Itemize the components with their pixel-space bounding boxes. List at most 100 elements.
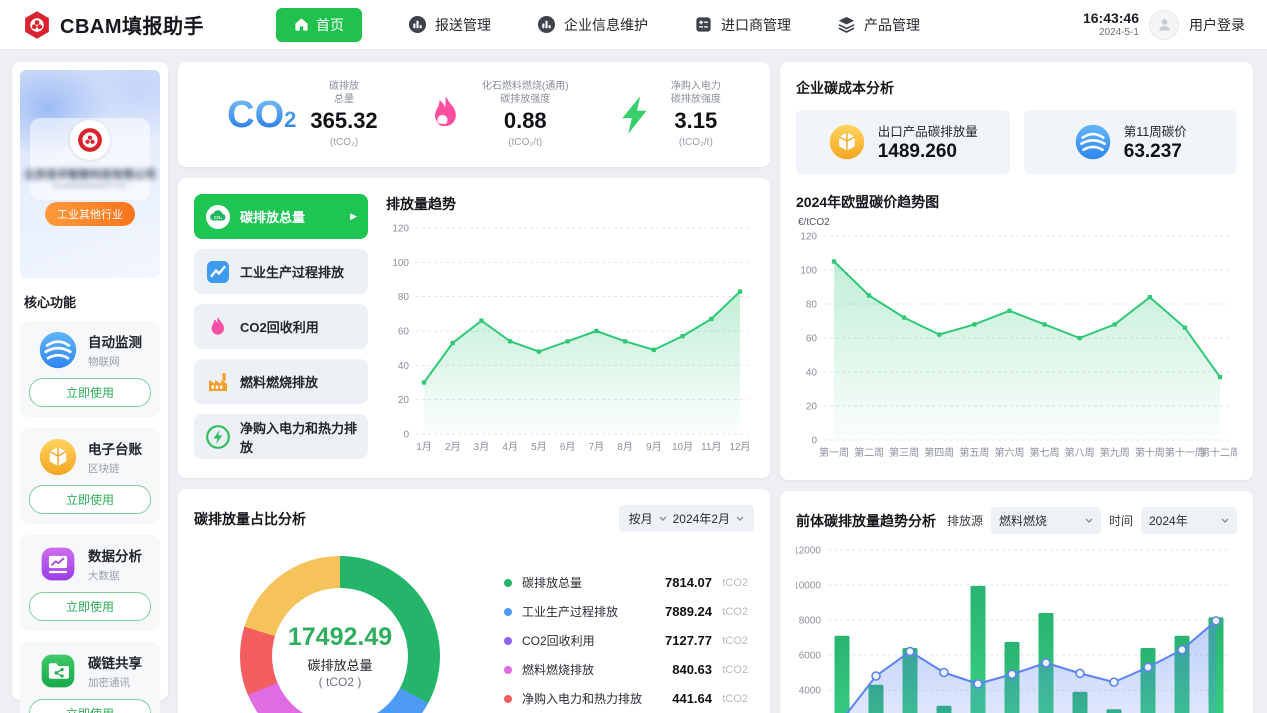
company-code-blurred: 911400000000000713C <box>52 183 128 190</box>
legend-label: 燃料燃烧排放 <box>522 663 595 677</box>
svg-text:60: 60 <box>806 334 818 345</box>
bolt-icon <box>615 94 657 136</box>
svg-text:5月: 5月 <box>531 441 547 453</box>
svg-text:第九周: 第九周 <box>1100 446 1130 459</box>
source-label: 排放源 <box>946 514 983 528</box>
feature-subtitle: 大数据 <box>88 570 120 582</box>
legend-row: 工业生产过程排放 7889.24 tCO2 <box>504 597 748 626</box>
precursor-chart-svg: 020004000600080001000012000 <box>796 546 1230 713</box>
co2-text-icon: CO2 <box>227 93 297 136</box>
user-avatar[interactable] <box>1149 9 1179 40</box>
cost-label: 出口产品碳排放量 <box>877 125 978 139</box>
bolt-ring-icon <box>205 424 231 450</box>
svg-text:2月: 2月 <box>445 441 461 453</box>
login-link[interactable]: 用户登录 <box>1189 16 1245 33</box>
tab-co2-recovery[interactable]: CO2回收利用 <box>194 304 368 349</box>
svg-text:0: 0 <box>811 436 817 447</box>
legend-value: 840.63 <box>672 662 712 677</box>
feature-subtitle: 加密通讯 <box>88 677 130 689</box>
cost-box-export-emissions: 出口产品碳排放量 1489.260 <box>796 110 1010 174</box>
nav-item-company-info[interactable]: 企业信息维护 <box>537 15 648 35</box>
legend-row: 燃料燃烧排放 840.63 tCO2 <box>504 655 748 684</box>
use-now-button[interactable]: 立即使用 <box>29 699 151 713</box>
eu-price-chart-svg: 020406080100120第一周 第二周 第三周 第四周 第五周 第六周 第七周 第八周第… <box>800 232 1237 460</box>
cost-label: 第11周碳价 <box>1123 125 1187 139</box>
svg-text:第十周: 第十周 <box>1135 446 1165 459</box>
feature-card-sharing: 碳链共享 加密通讯 立即使用 <box>20 642 160 713</box>
nav-item-submission[interactable]: 报送管理 <box>408 15 491 35</box>
tab-total-emissions[interactable]: CO₂ 碳排放总量 ▶ <box>194 194 368 239</box>
flame-icon <box>424 93 468 137</box>
layers-icon <box>837 15 856 34</box>
clock: 16:43:46 2024-5-1 <box>1083 10 1139 40</box>
svg-text:100: 100 <box>800 266 817 277</box>
legend-value: 7889.24 <box>665 604 712 619</box>
feature-card-analytics: 数据分析 大数据 立即使用 <box>20 535 160 631</box>
legend-label: 净购入电力和热力排放 <box>522 692 643 706</box>
svg-text:0: 0 <box>403 430 409 441</box>
time-select[interactable]: 2024年 <box>1141 507 1237 534</box>
emission-share-panel: 碳排放量占比分析 按月 2024年2月 17492.49 碳排放总量 ( tCO… <box>178 489 770 713</box>
legend-label: CO2回收利用 <box>522 634 595 648</box>
svg-text:120: 120 <box>392 224 409 235</box>
feature-title: 电子台账 <box>88 442 142 457</box>
panel-title: 企业碳成本分析 <box>796 80 894 96</box>
nav-item-label: 报送管理 <box>435 16 491 33</box>
legend-label: 工业生产过程排放 <box>522 605 619 619</box>
filter-period[interactable]: 2024年2月 <box>672 512 730 526</box>
industry-tag: 工业其他行业 <box>45 202 135 226</box>
kpi-fuel-intensity: 化石燃料燃烧(通用) 碳排放强度 0.88 (tCO₂/t) <box>424 80 569 150</box>
feature-card-ledger: 电子台账 区块链 立即使用 <box>20 428 160 524</box>
tab-industrial-process[interactable]: 工业生产过程排放 <box>194 249 368 294</box>
svg-text:CO₂: CO₂ <box>214 215 222 220</box>
period-filter[interactable]: 按月 2024年2月 <box>618 505 754 532</box>
svg-text:第六周: 第六周 <box>994 446 1024 459</box>
feature-card-monitoring: 自动监测 物联网 立即使用 <box>20 321 160 417</box>
tab-label: 工业生产过程排放 <box>240 265 345 280</box>
legend-row: 碳排放总量 7814.07 tCO2 <box>504 568 748 597</box>
feature-title: 碳链共享 <box>88 656 142 671</box>
center-column: CO2 碳排放 总量 365.32 (tCO₂) 化石燃料燃烧(通用) 碳排放强度 … <box>178 62 770 713</box>
bar-chart-circle-icon <box>537 15 556 34</box>
time-value: 2024年 <box>1149 514 1188 528</box>
legend-unit: tCO2 <box>722 634 748 647</box>
svg-text:第一周: 第一周 <box>819 446 849 459</box>
legend-unit: tCO2 <box>722 663 748 676</box>
emissions-trend-svg: 0 20 40 60 80 100 120 1月 2月 3月 4月 5月 6月 7月 8月 9月 10月 11月 1… <box>392 224 750 454</box>
legend-label: 碳排放总量 <box>522 576 583 590</box>
cost-value: 63.237 <box>1123 141 1182 162</box>
nav-item-label: 首页 <box>316 16 344 33</box>
svg-text:100: 100 <box>392 258 409 269</box>
cost-value: 1489.260 <box>877 141 957 162</box>
nav-item-home[interactable]: 首页 <box>276 7 362 42</box>
legend-unit: tCO2 <box>722 692 748 705</box>
svg-text:第七周: 第七周 <box>1030 446 1060 459</box>
company-card: 北京佳华智联科技有限公司 911400000000000713C 工业其他行业 <box>20 70 160 278</box>
nav-item-importer[interactable]: 进口商管理 <box>694 15 791 35</box>
svg-text:7月: 7月 <box>589 441 605 453</box>
flame-small-icon <box>205 314 231 340</box>
top-navbar: CBAM填报助手 首页 报送管理 企业信息维护 进口商管理 产品管理 16:43… <box>0 0 1267 50</box>
tab-label: 碳排放总量 <box>240 210 306 225</box>
use-now-button[interactable]: 立即使用 <box>29 485 151 514</box>
co2-cloud-icon: CO₂ <box>205 204 231 230</box>
right-column: 企业碳成本分析 出口产品碳排放量 1489.260 第11周碳价 63.237 <box>780 62 1253 713</box>
use-now-button[interactable]: 立即使用 <box>29 378 151 407</box>
precursor-panel: 前体碳排放量趋势分析 排放源 燃料燃烧 时间 2024年 02000400060… <box>780 491 1253 713</box>
chevron-down-icon <box>1085 518 1093 523</box>
donut-total-value: 17492.49 <box>287 623 393 651</box>
source-select[interactable]: 燃料燃烧 <box>990 507 1101 534</box>
kpi-label: 化石燃料燃烧(通用) 碳排放强度 <box>481 80 569 105</box>
use-now-button[interactable]: 立即使用 <box>29 592 151 621</box>
tab-purchased-power[interactable]: 净购入电力和热力排放 <box>194 414 368 459</box>
company-logo-icon <box>70 120 110 160</box>
emissions-trend-chart: 排放量趋势 0 20 40 60 80 100 120 1月 2月 3月 4月 5月 6月 7月 8月 9月 1… <box>386 194 754 462</box>
legend-dot-3 <box>504 665 512 674</box>
legend-dot-0 <box>504 578 512 587</box>
chevron-down-icon <box>659 516 667 521</box>
panel-title: 前体碳排放量趋势分析 <box>796 512 936 529</box>
donut-legend: 碳排放总量 7814.07 tCO2 工业生产过程排放 7889.24 tCO2… <box>504 568 748 713</box>
nav-item-product[interactable]: 产品管理 <box>837 15 920 35</box>
filter-mode[interactable]: 按月 <box>628 512 653 526</box>
tab-fuel-combustion[interactable]: 燃料燃烧排放 <box>194 359 368 404</box>
